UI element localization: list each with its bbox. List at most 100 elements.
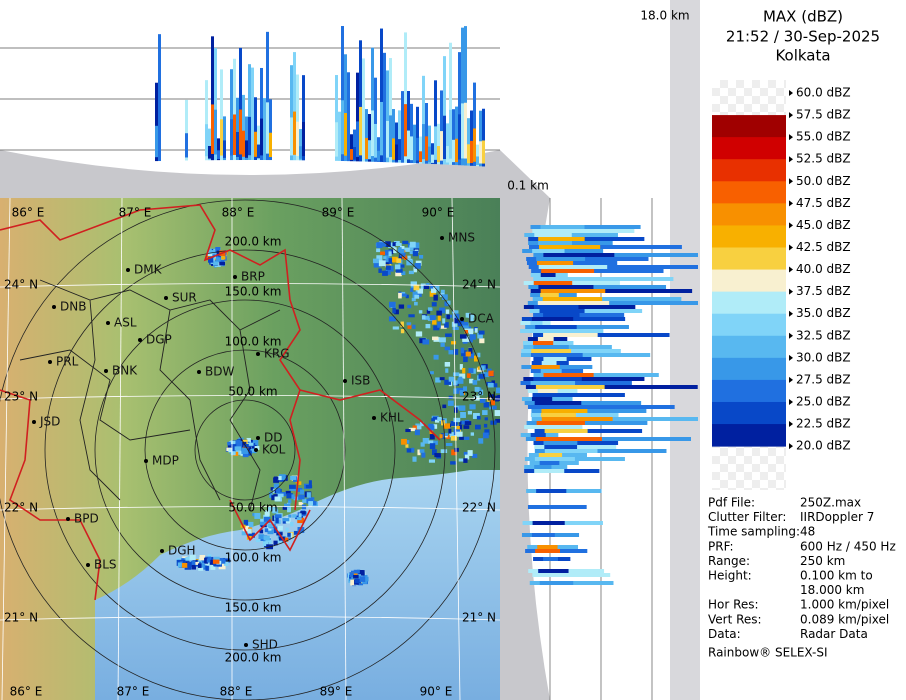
range-rings [0, 199, 496, 700]
echo-cell [488, 370, 494, 377]
echo-cell [223, 560, 229, 566]
city-marker [164, 296, 168, 300]
echo-cell [288, 514, 292, 518]
top-echoes [155, 26, 485, 167]
echo-cell [394, 264, 401, 270]
echo-cell [479, 338, 485, 344]
echo-cell [439, 337, 446, 343]
profile-core [404, 104, 407, 157]
echo-cell [478, 330, 485, 335]
profile-column [446, 123, 449, 165]
profile-column [269, 99, 272, 161]
profile-core [538, 237, 585, 241]
echo-cell [212, 261, 219, 266]
profile-core [455, 138, 458, 163]
echo-cell [191, 564, 196, 570]
echo-cell [398, 292, 402, 299]
echo-cell [400, 329, 405, 334]
echo-cell [394, 241, 400, 245]
echo-cell [482, 410, 488, 415]
echo-cell [465, 351, 471, 357]
echo-cell [439, 434, 443, 439]
echo-cell [398, 247, 402, 253]
echo-cell [443, 423, 451, 429]
profile-core [538, 285, 594, 289]
profile-core [531, 349, 572, 353]
legend-label: 60.0 dBZ [796, 86, 851, 100]
echo-cell [406, 322, 412, 326]
profile-column [263, 98, 266, 161]
range-label: 100.0 km [225, 335, 282, 349]
profile-core [416, 137, 419, 161]
echo-cell [494, 410, 500, 417]
profile-row [527, 405, 675, 409]
echo-cell [413, 267, 417, 273]
echo-cell [457, 378, 464, 384]
profile-core [482, 140, 485, 164]
echo-cell [483, 372, 490, 378]
profile-column [383, 52, 386, 163]
echo-cell [398, 291, 406, 297]
info-value: 0.100 km to [800, 569, 873, 583]
echo-cell [484, 417, 488, 421]
city-label: MDP [152, 454, 179, 468]
profile-core [383, 112, 386, 157]
echo-cell [437, 315, 441, 321]
profile-core [540, 273, 556, 277]
echo-cell [444, 379, 452, 385]
info-label: PRF: [708, 539, 734, 553]
profile-core [530, 433, 546, 437]
profile-column [392, 109, 395, 163]
echo-cell [254, 513, 261, 519]
echo-cell [349, 572, 354, 578]
city-marker [372, 416, 376, 420]
echo-cell [463, 386, 468, 392]
longitude-label: 90° E [422, 206, 455, 220]
echo-cell [258, 534, 265, 540]
profile-core [539, 245, 601, 249]
longitude-label: 88° E [220, 685, 253, 699]
profile-core [211, 104, 214, 154]
echo-cell [478, 373, 486, 379]
profile-core [353, 146, 356, 160]
echo-cell [193, 561, 200, 565]
echo-cell [464, 436, 470, 440]
legend-swatch [712, 225, 786, 248]
profile-core [538, 265, 608, 269]
echo-cell [277, 476, 282, 481]
echo-cell [483, 402, 490, 408]
echo-cell [411, 284, 416, 289]
parallel [0, 283, 500, 288]
echo-cell [247, 528, 252, 534]
echo-cell [395, 242, 402, 247]
echo-cell [426, 309, 431, 314]
echo-cell [208, 250, 216, 254]
echo-cell [422, 339, 430, 345]
top-profile-shade [0, 150, 500, 198]
profile-column [419, 136, 422, 164]
profile-column [185, 99, 188, 161]
echo-cell [298, 502, 304, 506]
echo-cell [463, 458, 468, 463]
city-marker [233, 275, 237, 279]
profile-core [530, 329, 564, 333]
profile-row [524, 457, 625, 461]
echo-cell [432, 416, 439, 420]
legend-label: 57.5 dBZ [796, 108, 851, 122]
echo-cell [298, 513, 302, 518]
legend-tick [789, 354, 793, 361]
echo-cell [461, 322, 469, 326]
legend-swatch [712, 269, 786, 293]
legend-tick [789, 288, 793, 295]
echo-cell [471, 368, 476, 374]
echo-cell [358, 570, 364, 575]
echo-cell [259, 529, 264, 534]
profile-column [431, 143, 434, 164]
profile-core [476, 156, 479, 166]
profile-column [362, 58, 365, 162]
echo-cell [199, 563, 205, 568]
profile-column [217, 138, 220, 161]
echo-cell [384, 241, 391, 247]
echo-cell [354, 578, 361, 584]
state-borders [0, 204, 441, 601]
